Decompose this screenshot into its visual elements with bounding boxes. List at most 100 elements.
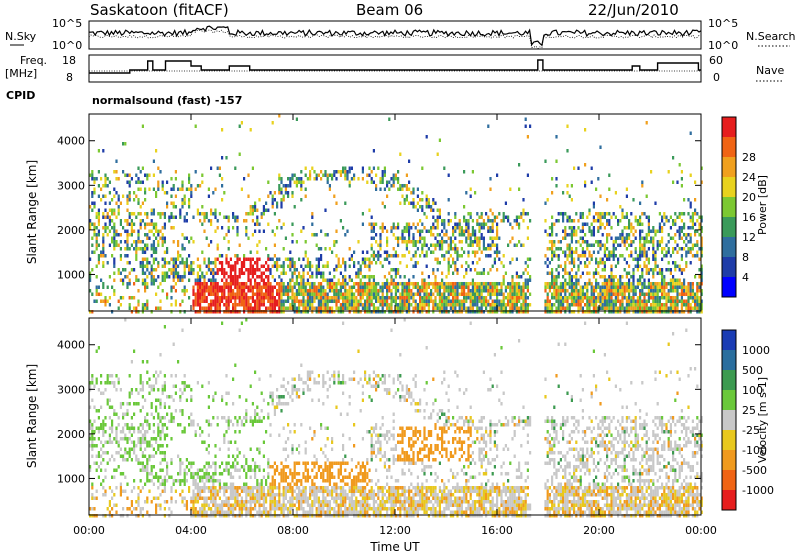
power-cell	[496, 310, 499, 314]
power-cell	[676, 282, 679, 286]
power-cell	[181, 278, 184, 282]
power-cell	[566, 257, 569, 261]
velocity-cell	[128, 374, 131, 378]
power-cell	[518, 285, 521, 289]
power-cell	[700, 289, 703, 293]
power-cell	[478, 299, 481, 303]
power-cell	[691, 219, 694, 223]
freq-panel-frame	[88, 54, 702, 83]
power-cell	[641, 243, 644, 247]
power-cell	[282, 268, 285, 272]
power-cell	[586, 299, 589, 303]
power-cell	[575, 275, 578, 279]
power-cell	[619, 243, 622, 247]
power-cell	[199, 282, 202, 286]
power-cell	[390, 226, 393, 230]
power-cell	[254, 261, 257, 265]
velocity-cell	[166, 465, 169, 469]
power-cell	[386, 289, 389, 293]
power-cell	[544, 303, 547, 307]
power-cell	[405, 198, 408, 202]
power-cell	[636, 282, 639, 286]
power-cell	[683, 278, 686, 282]
power-cell	[412, 282, 415, 286]
power-cell	[333, 310, 336, 314]
power-cell	[621, 282, 624, 286]
power-cell	[128, 215, 131, 219]
power-cell	[430, 282, 433, 286]
power-cell	[262, 310, 265, 314]
power-cell	[652, 275, 655, 279]
power-cell	[557, 275, 560, 279]
velocity-cell	[128, 437, 131, 441]
power-cell	[669, 296, 672, 300]
power-cell	[498, 250, 501, 254]
power-cell	[258, 303, 261, 307]
power-cell	[210, 282, 213, 286]
power-cell	[168, 219, 171, 223]
power-cell	[551, 191, 554, 195]
power-cell	[421, 243, 424, 247]
power-cell	[628, 296, 631, 300]
velocity-cell	[177, 423, 180, 427]
power-cell	[478, 282, 481, 286]
power-cell	[265, 296, 268, 300]
power-cell	[588, 250, 591, 254]
power-cell	[485, 303, 488, 307]
power-cell	[181, 205, 184, 209]
power-cell	[436, 257, 439, 261]
power-cell	[300, 299, 303, 303]
power-cell	[386, 250, 389, 254]
power-cell	[394, 285, 397, 289]
power-cell	[225, 261, 228, 265]
power-cell	[289, 177, 292, 181]
velocity-cell	[155, 440, 158, 444]
power-cell	[452, 310, 455, 314]
power-cell	[412, 296, 415, 300]
power-cell	[309, 268, 312, 272]
power-cell	[199, 310, 202, 314]
power-cell	[381, 226, 384, 230]
velocity-cell	[100, 482, 103, 486]
power-cell	[174, 299, 177, 303]
power-cell	[421, 285, 424, 289]
power-cell	[625, 289, 628, 293]
power-cell	[493, 236, 496, 240]
velocity-cell	[172, 398, 175, 402]
power-cell	[680, 310, 683, 314]
power-cell	[599, 243, 602, 247]
power-cell	[394, 236, 397, 240]
power-cell	[489, 187, 492, 191]
power-cell	[141, 257, 144, 261]
power-cell	[232, 268, 235, 272]
power-cell	[581, 285, 584, 289]
power-cell	[331, 282, 334, 286]
power-cell	[694, 233, 697, 237]
power-cell	[366, 296, 369, 300]
power-cell	[522, 243, 525, 247]
power-cell	[434, 219, 437, 223]
power-cell	[401, 194, 404, 198]
velocity-cell	[179, 395, 182, 399]
velocity-cell	[170, 437, 173, 441]
power-cell	[405, 194, 408, 198]
velocity-cell	[141, 507, 144, 511]
power-cell	[146, 282, 149, 286]
power-cell	[355, 282, 358, 286]
power-cell	[128, 198, 131, 202]
power-cell	[696, 212, 699, 216]
power-cell	[676, 292, 679, 296]
power-cell	[269, 282, 272, 286]
power-cell	[603, 278, 606, 282]
power-cell	[375, 289, 378, 293]
power-cell	[161, 271, 164, 275]
velocity-cell	[102, 514, 105, 518]
power-cell	[194, 310, 197, 314]
power-cell	[100, 177, 103, 181]
power-cell	[452, 303, 455, 307]
power-cell	[106, 299, 109, 303]
power-cell	[322, 275, 325, 279]
power-cell	[291, 285, 294, 289]
power-cell	[408, 303, 411, 307]
power-cell	[634, 306, 637, 310]
